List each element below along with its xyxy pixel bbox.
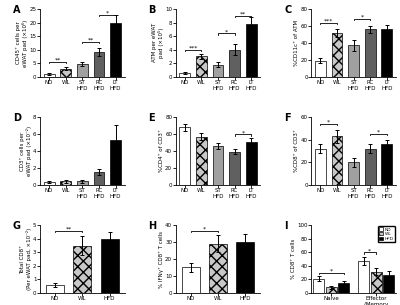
Bar xyxy=(94,52,104,77)
Y-axis label: % IFNγ⁺ CD8⁺ T cells: % IFNγ⁺ CD8⁺ T cells xyxy=(158,231,164,288)
Y-axis label: % CD8⁺ T cells: % CD8⁺ T cells xyxy=(291,239,296,279)
Bar xyxy=(382,144,392,185)
Bar xyxy=(332,136,342,185)
Bar xyxy=(74,246,91,293)
Bar xyxy=(101,239,119,293)
Y-axis label: %CD4⁺ of CD3⁺: %CD4⁺ of CD3⁺ xyxy=(159,130,164,172)
Text: *: * xyxy=(203,227,206,231)
Bar xyxy=(365,29,376,77)
Bar xyxy=(60,69,71,77)
Text: *: * xyxy=(330,268,333,274)
Bar xyxy=(348,162,359,185)
Text: ***: *** xyxy=(188,46,198,51)
Y-axis label: %CD8⁺ of CD3⁺: %CD8⁺ of CD3⁺ xyxy=(294,130,299,172)
Bar xyxy=(46,285,64,293)
Text: E: E xyxy=(148,113,155,123)
Text: B: B xyxy=(148,5,156,15)
Text: A: A xyxy=(13,5,20,15)
Bar xyxy=(229,152,240,185)
Bar xyxy=(315,149,326,185)
Text: **: ** xyxy=(54,58,60,63)
Text: G: G xyxy=(13,221,21,231)
Bar xyxy=(338,283,349,293)
Text: *: * xyxy=(327,120,330,125)
Bar xyxy=(332,33,342,77)
Text: *: * xyxy=(368,248,371,253)
Bar xyxy=(358,261,369,293)
Bar xyxy=(313,278,324,293)
Bar xyxy=(326,287,337,293)
Text: C: C xyxy=(284,5,291,15)
Text: F: F xyxy=(284,113,291,123)
Bar xyxy=(370,272,382,293)
Bar xyxy=(236,242,254,293)
Text: *: * xyxy=(360,15,364,20)
Bar xyxy=(365,149,376,185)
Text: *: * xyxy=(377,130,380,135)
Bar xyxy=(246,24,257,77)
Y-axis label: Total CD8⁺
(Per eWAT pad, ×10⁻²): Total CD8⁺ (Per eWAT pad, ×10⁻²) xyxy=(20,228,32,290)
Text: H: H xyxy=(148,221,157,231)
Y-axis label: %CD11c⁺ of ATM: %CD11c⁺ of ATM xyxy=(294,20,299,66)
Bar xyxy=(179,127,190,185)
Text: **: ** xyxy=(240,12,246,17)
Bar xyxy=(209,244,227,293)
Text: **: ** xyxy=(88,38,94,42)
Text: *: * xyxy=(241,130,244,135)
Legend: ND, WL, HFD: ND, WL, HFD xyxy=(378,226,395,242)
Bar xyxy=(246,142,257,185)
Text: I: I xyxy=(284,221,288,231)
Bar xyxy=(94,172,104,185)
Bar xyxy=(196,56,207,77)
Text: ***: *** xyxy=(324,19,333,24)
Text: *: * xyxy=(106,10,109,16)
Bar xyxy=(196,137,207,185)
Bar xyxy=(212,146,224,185)
Text: *: * xyxy=(225,29,228,34)
Bar xyxy=(179,73,190,77)
Y-axis label: CD45⁺ cells per
eWAT pad (×10⁶): CD45⁺ cells per eWAT pad (×10⁶) xyxy=(16,19,28,66)
Bar xyxy=(44,74,54,77)
Bar xyxy=(182,267,200,293)
Y-axis label: CD3⁺ cells per
eWAT pad (×10⁻²): CD3⁺ cells per eWAT pad (×10⁻²) xyxy=(20,126,32,176)
Bar xyxy=(229,50,240,77)
Bar xyxy=(348,45,359,77)
Text: D: D xyxy=(13,113,21,123)
Bar xyxy=(44,182,54,185)
Bar xyxy=(77,181,88,185)
Bar xyxy=(315,61,326,77)
Bar xyxy=(110,23,121,77)
Bar xyxy=(110,140,121,185)
Bar xyxy=(383,274,394,293)
Text: **: ** xyxy=(66,227,72,231)
Bar xyxy=(77,64,88,77)
Bar xyxy=(382,29,392,77)
Y-axis label: ATM per eWAT
pad (×10⁵): ATM per eWAT pad (×10⁵) xyxy=(152,23,164,63)
Bar xyxy=(60,181,71,185)
Bar xyxy=(212,65,224,77)
